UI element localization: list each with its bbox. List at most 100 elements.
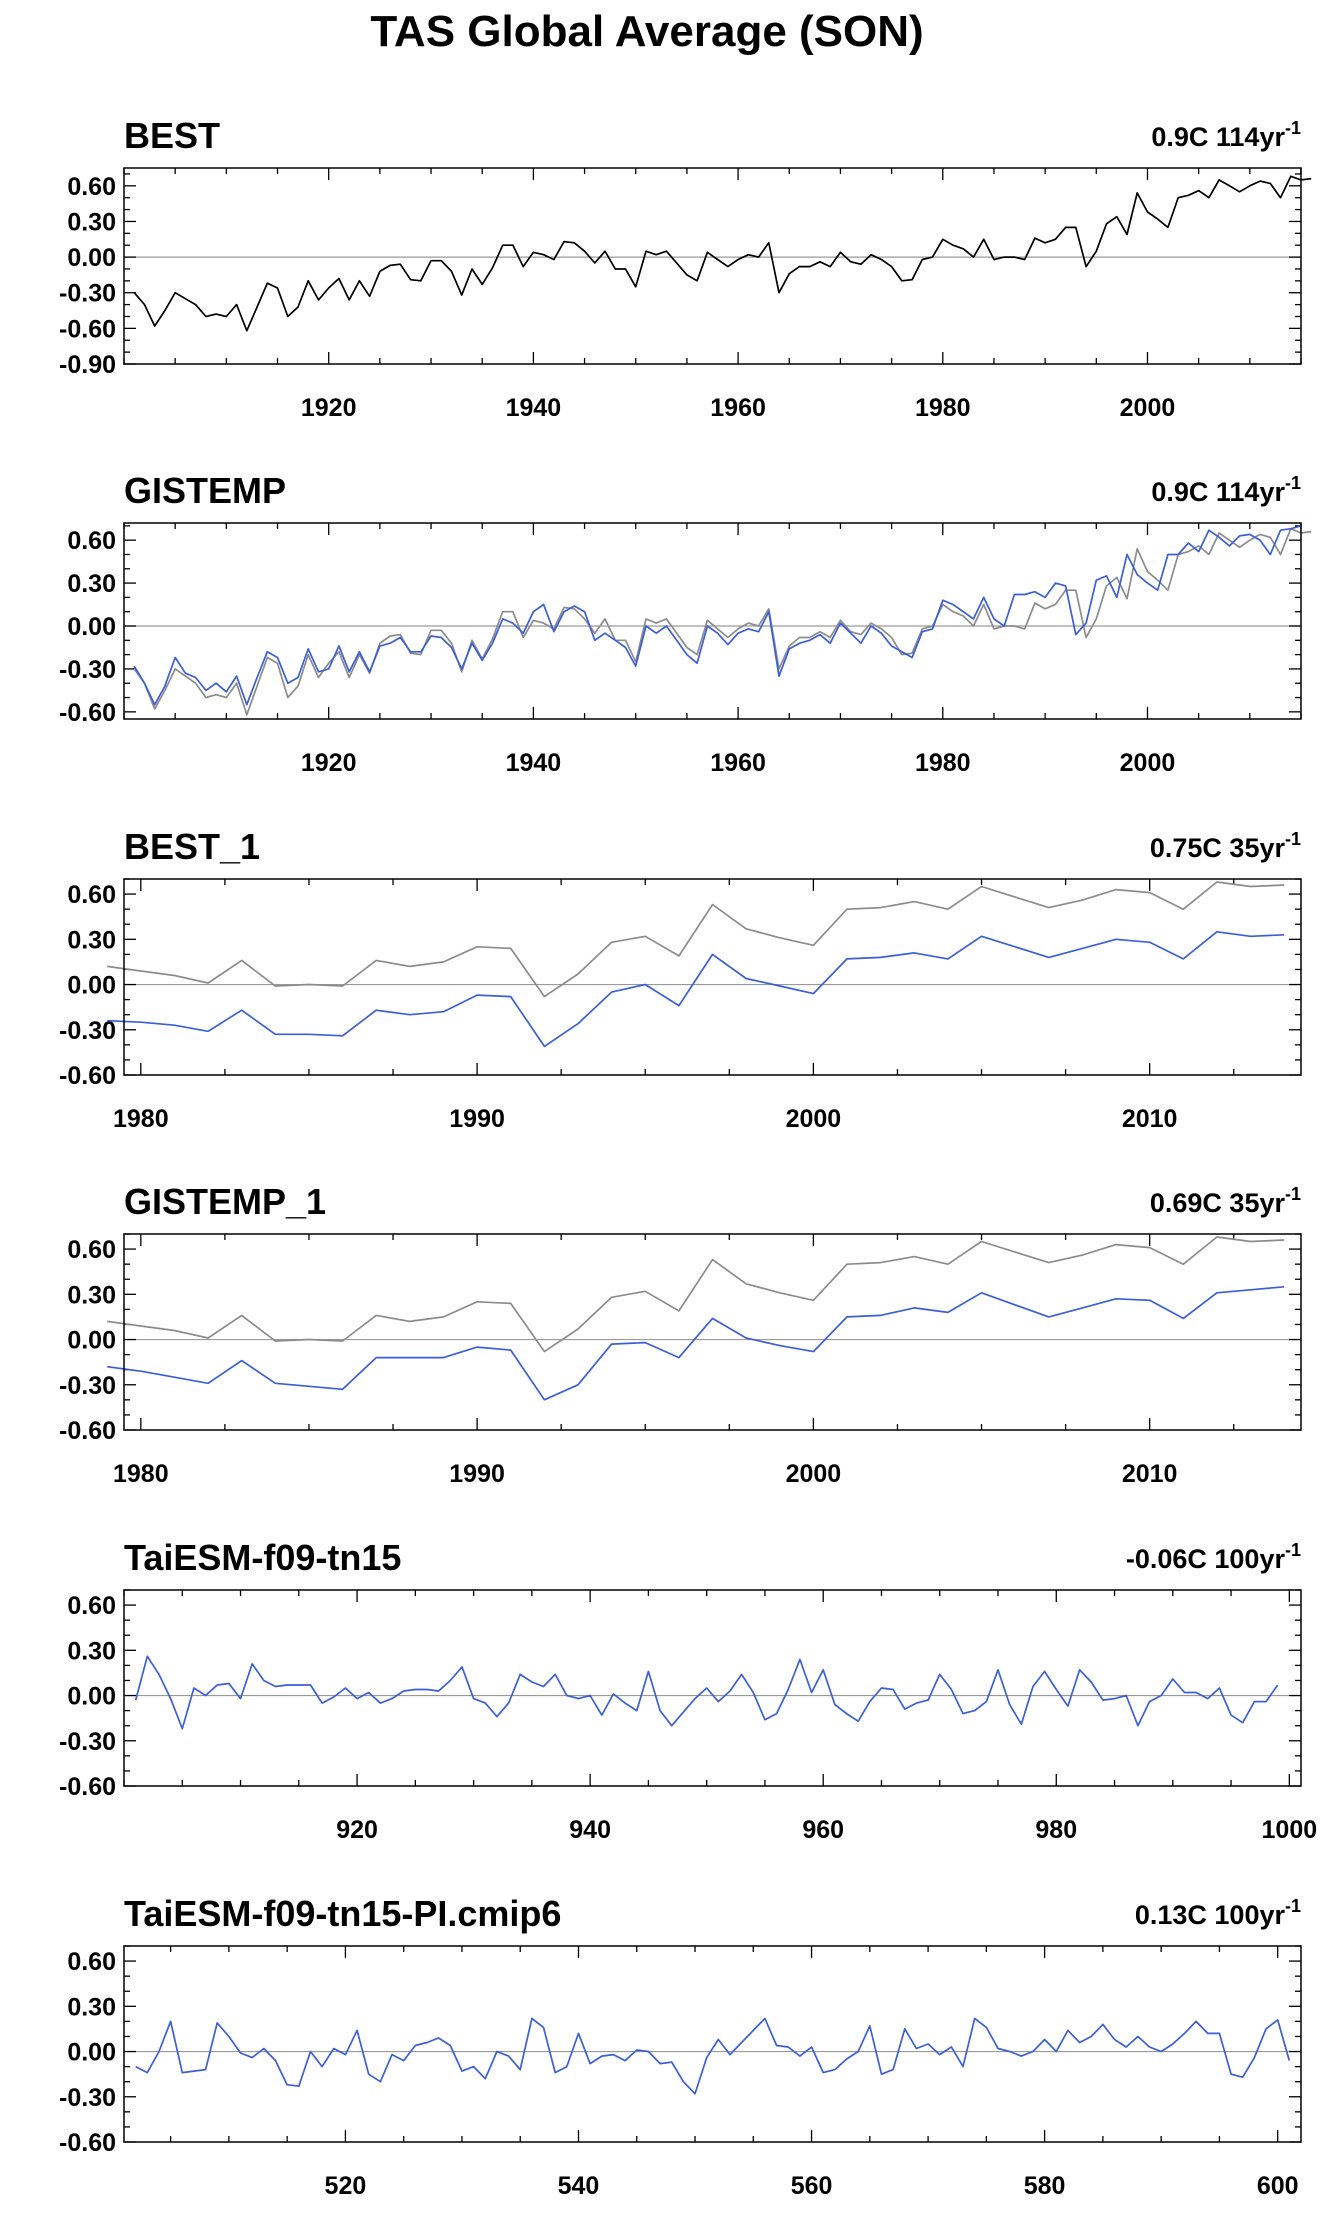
panel-1: BEST 0.9C 114yr-1 0.60 0.30 0.00 -0.30 -0.60 -0… [59,115,1312,422]
trend-label: 0.9C 114yr-1 [1151,473,1301,507]
y-tick-label: 0.60 [67,1592,116,1620]
panel-6: TaiESM-f09-tn15-PI.cmip6 0.13C 100yr-1 0.6… [59,1893,1302,2200]
series-line-ref [107,881,1285,998]
y-tick-label: 0.60 [67,527,116,555]
panel-3: BEST_1 0.75C 35yr-1 0.60 0.30 0.00 -0.30 -0.60… [59,826,1302,1133]
x-tick-label: 1960 [710,749,766,777]
trend-exponent: -1 [1285,473,1301,493]
y-tick-label: -0.60 [59,699,116,727]
panel-title: BEST_1 [124,826,260,867]
panel-title: TaiESM-f09-tn15-PI.cmip6 [124,1893,561,1934]
trend-exponent: -1 [1285,1184,1301,1204]
x-tick-label: 2000 [1120,394,1176,422]
trend-exponent: -1 [1285,118,1301,138]
y-tick-label: -0.30 [59,2084,116,2112]
series-line-model [133,525,1302,706]
y-tick-label: 0.30 [67,926,116,954]
y-tick-label: -0.90 [59,351,116,379]
y-tick-label: 0.00 [67,972,116,1000]
trend-value: 0.9C 114yr [1151,122,1285,152]
panel-title: GISTEMP [124,470,286,511]
x-tick-label: 940 [569,1816,611,1844]
trend-label: -0.06C 100yr-1 [1126,1540,1301,1574]
plot-frame [123,1945,1302,2143]
y-tick-label: -0.60 [59,1773,116,1801]
trend-exponent: -1 [1285,1896,1301,1916]
x-tick-label: 1920 [301,749,357,777]
y-tick-label: 0.60 [67,1236,116,1264]
trend-value: -0.06C 100yr [1126,1544,1286,1574]
series-line-model [135,2017,1291,2095]
x-tick-label: 580 [1024,2172,1066,2200]
x-tick-label: 1980 [113,1105,169,1133]
y-tick-label: -0.30 [59,280,116,308]
x-tick-label: 1980 [915,749,971,777]
y-tick-label: -0.60 [59,315,116,343]
series-line-ref [133,527,1312,716]
y-tick-label: -0.60 [59,2129,116,2157]
x-tick-label: 2000 [1120,749,1176,777]
series-line-ref [107,1236,1285,1353]
plot-frame [123,167,1302,365]
panel-title: TaiESM-f09-tn15 [124,1537,401,1578]
plot-frame [123,1589,1302,1787]
x-tick-label: 2000 [786,1105,842,1133]
trend-value: 0.69C 35yr [1150,1188,1286,1218]
y-tick-label: 0.30 [67,1993,116,2021]
x-tick-label: 1000 [1262,1816,1318,1844]
y-tick-label: 0.30 [67,1637,116,1665]
series-line-model [134,1655,1279,1730]
y-tick-label: 0.60 [67,881,116,909]
y-tick-label: -0.60 [59,1062,116,1090]
panel-title: BEST [124,115,220,156]
y-tick-label: 0.30 [67,1281,116,1309]
series-line-model [107,1285,1285,1401]
x-tick-label: 2010 [1122,1105,1178,1133]
y-tick-label: -0.30 [59,1728,116,1756]
trend-label: 0.69C 35yr-1 [1150,1184,1301,1218]
trend-exponent: -1 [1285,829,1301,849]
x-tick-label: 560 [791,2172,833,2200]
plot-frame [123,1233,1302,1431]
trend-value: 0.9C 114yr [1151,477,1285,507]
trend-label: 0.13C 100yr-1 [1135,1896,1301,1930]
x-tick-label: 2000 [786,1460,842,1488]
y-tick-label: 0.00 [67,613,116,641]
y-tick-label: 0.00 [67,2039,116,2067]
plot-frame [123,878,1302,1076]
y-tick-label: -0.30 [59,656,116,684]
x-tick-label: 1990 [449,1460,505,1488]
y-tick-label: 0.30 [67,208,116,236]
x-tick-label: 1940 [506,394,562,422]
plot-frame [123,522,1302,720]
y-tick-label: -0.30 [59,1372,116,1400]
x-tick-label: 1940 [506,749,562,777]
trend-value: 0.75C 35yr [1150,833,1286,863]
y-tick-label: 0.00 [67,1683,116,1711]
x-tick-label: 1980 [113,1460,169,1488]
x-tick-label: 1990 [449,1105,505,1133]
panel-4: GISTEMP_1 0.69C 35yr-1 0.60 0.30 0.00 -0.30 -0… [59,1181,1302,1488]
trend-label: 0.9C 114yr-1 [1151,118,1301,152]
panel-5: TaiESM-f09-tn15 -0.06C 100yr-1 0.60 0.30 0.0… [59,1537,1317,1844]
panel-2: GISTEMP 0.9C 114yr-1 0.60 0.30 0.00 -0.30 -0.6… [59,470,1312,777]
x-tick-label: 920 [336,1816,378,1844]
x-tick-label: 2010 [1122,1460,1178,1488]
trend-label: 0.75C 35yr-1 [1150,829,1301,863]
y-tick-label: -0.30 [59,1017,116,1045]
x-tick-label: 540 [558,2172,600,2200]
y-tick-label: -0.60 [59,1417,116,1445]
y-tick-label: 0.60 [67,1948,116,1976]
x-tick-label: 960 [802,1816,844,1844]
series-line-model [107,930,1285,1048]
x-tick-label: 1920 [301,394,357,422]
x-tick-label: 520 [325,2172,367,2200]
y-tick-label: 0.60 [67,173,116,201]
figure-title: TAS Global Average (SON) [370,7,923,56]
series-line-obs [133,175,1312,332]
x-tick-label: 980 [1035,1816,1077,1844]
x-tick-label: 1980 [915,394,971,422]
x-tick-label: 600 [1257,2172,1299,2200]
x-tick-label: 1960 [710,394,766,422]
